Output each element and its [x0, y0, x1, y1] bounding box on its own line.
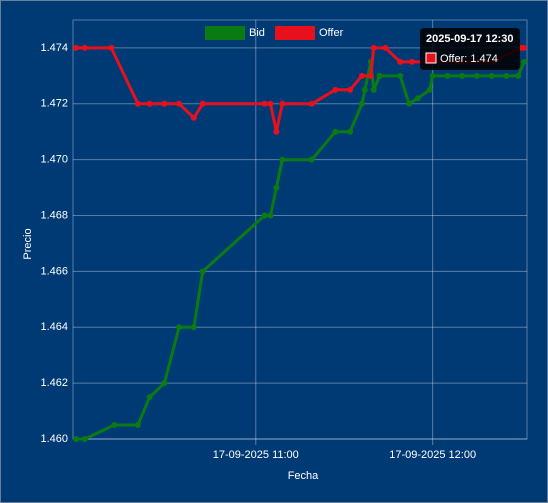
data-point: [459, 72, 466, 79]
tooltip: 2025-09-17 12:30 Offer: 1.474: [420, 28, 520, 70]
tooltip-label: Offer: 1.474: [440, 53, 498, 65]
data-point: [108, 44, 115, 51]
data-point: [370, 86, 377, 93]
data-point: [267, 212, 274, 219]
x-tick-label: 17-09-2025 12:00: [389, 449, 476, 461]
data-point: [134, 422, 141, 429]
data-point: [361, 86, 368, 93]
data-point: [521, 44, 528, 51]
data-point: [426, 86, 433, 93]
x-axis-label: Fecha: [288, 470, 319, 482]
y-tick-label: 1.460: [40, 433, 68, 445]
data-point: [429, 72, 436, 79]
data-point: [261, 100, 268, 107]
data-point: [521, 58, 528, 65]
data-point: [261, 212, 268, 219]
data-point: [134, 100, 141, 107]
data-point: [111, 422, 118, 429]
data-point: [503, 72, 510, 79]
y-tick-label: 1.472: [40, 98, 68, 110]
y-tick-label: 1.468: [40, 209, 68, 221]
data-point: [273, 184, 280, 191]
y-tick-label: 1.462: [40, 377, 68, 389]
data-point: [347, 86, 354, 93]
data-point: [308, 100, 315, 107]
data-point: [279, 100, 286, 107]
data-point: [397, 58, 404, 65]
data-point: [367, 72, 374, 79]
data-point: [190, 324, 197, 331]
data-point: [279, 156, 286, 163]
data-point: [358, 72, 365, 79]
legend-label: Offer: [319, 27, 344, 39]
data-point: [199, 268, 206, 275]
data-point: [332, 86, 339, 93]
data-point: [406, 100, 413, 107]
x-tick-label: 17-09-2025 11:00: [213, 449, 299, 461]
data-point: [444, 72, 451, 79]
data-point: [176, 100, 183, 107]
plot-border: [72, 19, 528, 440]
y-tick-label: 1.466: [40, 265, 68, 277]
data-point: [161, 100, 168, 107]
data-point: [397, 72, 404, 79]
data-point: [358, 100, 365, 107]
tooltip-swatch: [425, 52, 437, 64]
y-axis-label: Precio: [22, 228, 34, 259]
data-point: [146, 100, 153, 107]
data-point: [409, 58, 416, 65]
data-point: [72, 44, 79, 51]
data-point: [146, 394, 153, 401]
data-point: [199, 100, 206, 107]
data-point: [382, 44, 389, 51]
data-point: [370, 44, 377, 51]
data-point: [488, 72, 495, 79]
legend-swatch: [205, 26, 245, 40]
tooltip-box: [420, 28, 520, 70]
data-point: [161, 380, 168, 387]
legend-label: Bid: [249, 27, 265, 39]
data-point: [273, 128, 280, 135]
y-tick-label: 1.464: [40, 321, 68, 333]
data-point: [347, 128, 354, 135]
data-point: [376, 72, 383, 79]
data-point: [81, 44, 88, 51]
data-point: [176, 324, 183, 331]
data-point: [515, 72, 522, 79]
data-point: [332, 128, 339, 135]
y-tick-label: 1.470: [40, 154, 68, 166]
data-point: [267, 100, 274, 107]
legend-swatch: [275, 26, 315, 40]
data-point: [414, 95, 421, 102]
y-tick-label: 1.474: [40, 42, 68, 54]
tooltip-title: 2025-09-17 12:30: [426, 33, 513, 45]
data-point: [72, 436, 79, 442]
data-point: [190, 114, 197, 121]
data-point: [308, 156, 315, 163]
data-point: [81, 436, 88, 442]
data-point: [473, 72, 480, 79]
